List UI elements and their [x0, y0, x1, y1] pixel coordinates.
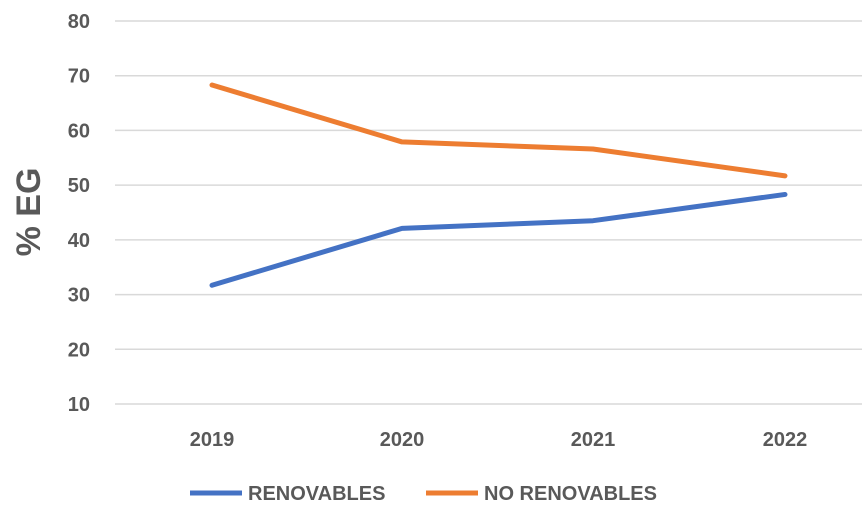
x-tick-label: 2020 [380, 429, 425, 451]
x-tick-label: 2021 [571, 429, 616, 451]
y-tick-label: 30 [68, 285, 90, 307]
y-tick-label: 60 [68, 120, 90, 142]
series-line-renovables [209, 191, 788, 288]
y-tick-label: 80 [68, 11, 90, 33]
x-tick-label: 2022 [763, 429, 808, 451]
legend: RENOVABLES NO RENOVABLES [190, 483, 657, 505]
x-tick-label: 2019 [190, 429, 235, 451]
series-lines [209, 82, 788, 288]
y-tick-label: 40 [68, 230, 90, 252]
y-tick-label: 10 [68, 394, 90, 416]
y-axis-title: % EG [10, 168, 48, 257]
legend-label: NO RENOVABLES [484, 483, 657, 505]
legend-label: RENOVABLES [248, 483, 385, 505]
series-line-no-renovables [209, 82, 788, 179]
y-tick-label: 20 [68, 339, 90, 361]
y-tick-label: 70 [68, 66, 90, 88]
x-axis-ticks: 2019 2020 2021 2022 [190, 429, 808, 451]
gridlines [115, 20, 862, 405]
y-axis-ticks: 10 20 30 40 50 60 70 80 [68, 11, 90, 416]
y-tick-label: 50 [68, 175, 90, 197]
